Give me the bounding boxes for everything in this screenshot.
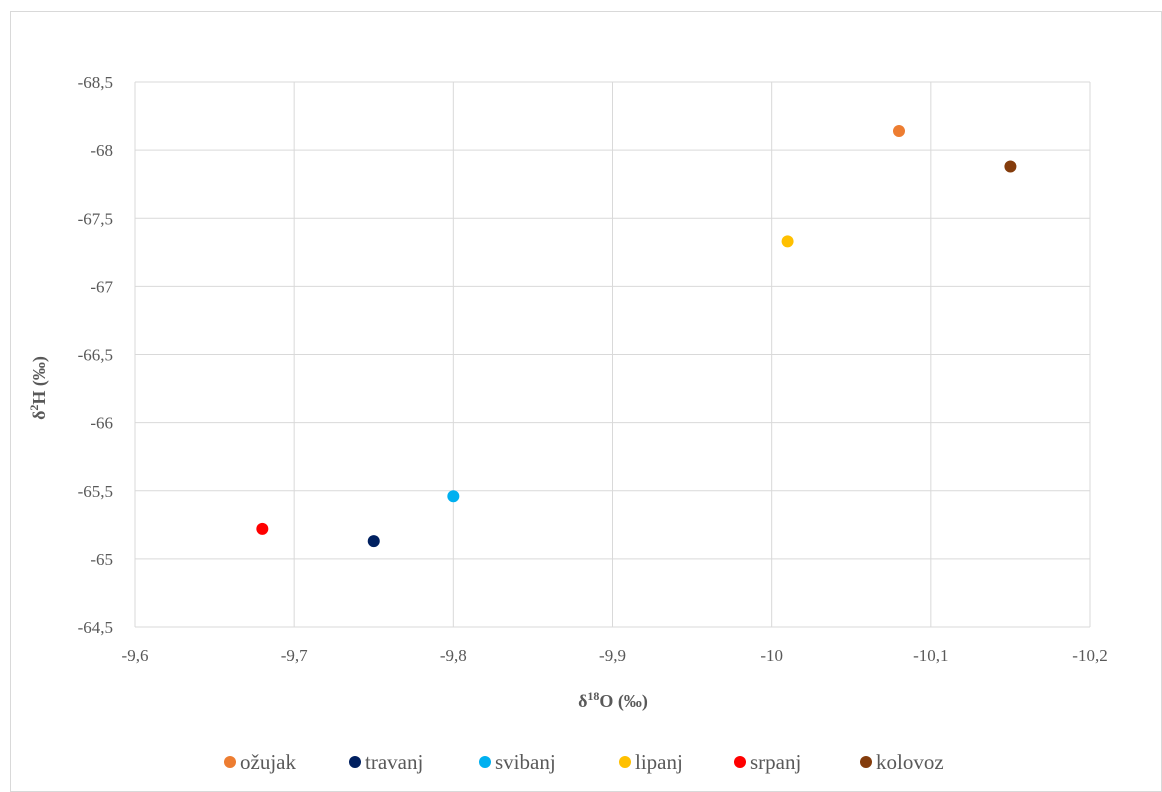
data-point-svibanj <box>447 490 460 503</box>
x-tick-label: -9,7 <box>281 646 308 665</box>
y-axis-title: δ2H (‰) <box>27 356 50 420</box>
x-tick-label: -10,1 <box>913 646 948 665</box>
chart-frame <box>10 11 1162 792</box>
y-tick-label: -66,5 <box>78 346 113 365</box>
y-tick-label: -65 <box>90 550 113 569</box>
legend-label-srpanj: srpanj <box>750 750 801 774</box>
legend-marker-srpanj <box>734 756 746 768</box>
legend-label-kolovoz: kolovoz <box>876 750 944 774</box>
y-tick-label: -64,5 <box>78 618 113 637</box>
data-points <box>256 125 1017 548</box>
y-tick-labels: -64,5 -65 -65,5 -66 -66,5 -67 -67,5 -68 -68,5 <box>78 73 114 637</box>
y-tick-label: -67,5 <box>78 209 113 228</box>
y-tick-label: -68,5 <box>78 73 113 92</box>
x-tick-label: -10 <box>760 646 783 665</box>
legend-marker-travanj <box>349 756 361 768</box>
legend-label-travanj: travanj <box>365 750 423 774</box>
x-tick-label: -9,9 <box>599 646 626 665</box>
y-tick-label: -67 <box>90 277 113 296</box>
legend-label-ožujak: ožujak <box>240 750 296 774</box>
data-point-ožujak <box>893 125 905 138</box>
x-tick-label: -9,6 <box>122 646 149 665</box>
x-tick-labels: -9,6 -9,7 -9,8 -9,9 -10 -10,1 -10,2 <box>122 646 1108 665</box>
legend: ožujak travanj svibanj lipanj srpanj kolovoz <box>224 750 944 774</box>
y-tick-label: -66 <box>90 414 113 433</box>
legend-marker-svibanj <box>479 756 491 768</box>
y-tick-label: -65,5 <box>78 482 113 501</box>
data-point-lipanj <box>781 235 794 248</box>
data-point-srpanj <box>256 522 269 535</box>
data-point-travanj <box>367 535 380 548</box>
legend-marker-kolovoz <box>860 756 872 768</box>
y-tick-label: -68 <box>90 141 113 160</box>
legend-marker-lipanj <box>619 756 631 768</box>
x-tick-label: -9,8 <box>440 646 467 665</box>
gridlines <box>134 81 1091 628</box>
x-tick-label: -10,2 <box>1072 646 1107 665</box>
legend-label-lipanj: lipanj <box>635 750 683 774</box>
x-axis-title: δ18O (‰) <box>578 689 648 712</box>
legend-label-svibanj: svibanj <box>495 750 556 774</box>
legend-marker-ožujak <box>224 756 236 768</box>
data-point-kolovoz <box>1004 160 1017 173</box>
